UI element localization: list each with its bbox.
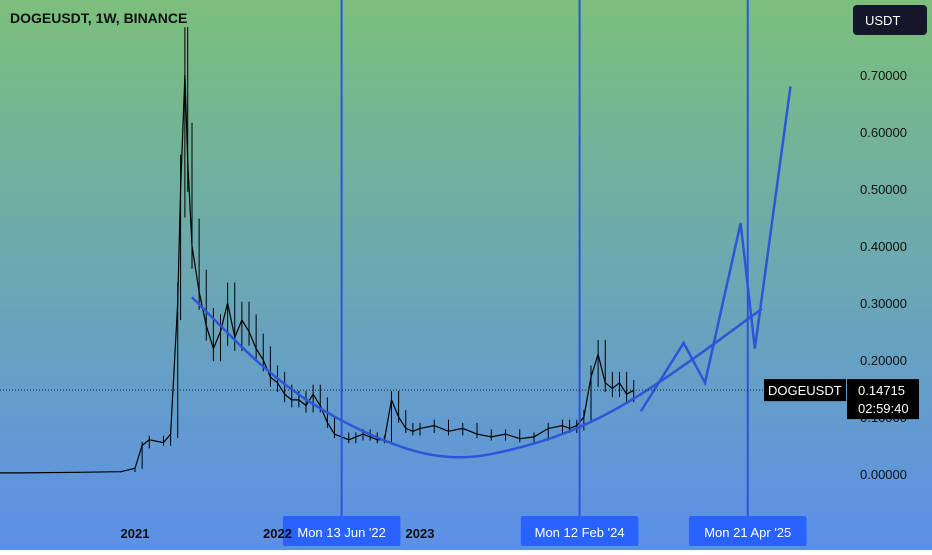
projection-path — [639, 86, 792, 412]
y-tick-label: 0.60000 — [860, 125, 907, 140]
marker-label-bg — [688, 516, 807, 546]
price-tag-countdown: 02:59:40 — [858, 401, 909, 416]
x-tick-label: 2021 — [121, 526, 150, 541]
marker-label: Mon 12 Feb '24 — [535, 525, 625, 540]
price-line — [0, 74, 635, 474]
price-tag-symbol-bg — [764, 379, 846, 402]
marker-label: Mon 13 Jun '22 — [297, 525, 386, 540]
y-tick-label: 0.50000 — [860, 182, 907, 197]
y-tick-label: 0.10000 — [860, 410, 907, 425]
price-tag-value: 0.14715 — [858, 383, 905, 398]
y-tick-label: 0.20000 — [860, 353, 907, 368]
marker-label: Mon 21 Apr '25 — [704, 525, 791, 540]
x-tick-label: 2022 — [263, 526, 292, 541]
y-tick-label: 0.70000 — [860, 68, 907, 83]
y-tick-label: 0.40000 — [860, 239, 907, 254]
y-tick-label: 0.00000 — [860, 467, 907, 482]
price-tag-value-bg — [847, 379, 919, 420]
price-tag-symbol: DOGEUSDT — [768, 383, 842, 398]
x-tick-label: 2023 — [406, 526, 435, 541]
chart-title: DOGEUSDT, 1W, BINANCE — [10, 10, 188, 26]
y-tick-label: 0.30000 — [860, 296, 907, 311]
cup-curve — [191, 296, 763, 459]
marker-label-bg — [282, 516, 401, 546]
currency-button[interactable]: USDT — [853, 5, 927, 35]
marker-label-bg — [520, 516, 639, 546]
